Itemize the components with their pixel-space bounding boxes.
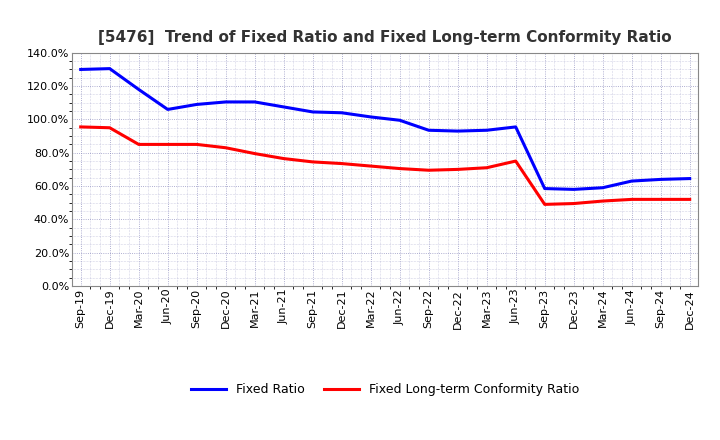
Line: Fixed Long-term Conformity Ratio: Fixed Long-term Conformity Ratio: [81, 127, 690, 204]
Fixed Long-term Conformity Ratio: [511, 158, 520, 164]
Line: Fixed Ratio: Fixed Ratio: [81, 69, 690, 189]
Fixed Ratio: [541, 186, 549, 191]
Fixed Long-term Conformity Ratio: [105, 125, 114, 130]
Fixed Ratio: [570, 187, 578, 192]
Fixed Long-term Conformity Ratio: [541, 202, 549, 207]
Fixed Ratio: [511, 124, 520, 129]
Fixed Long-term Conformity Ratio: [366, 163, 375, 169]
Fixed Ratio: [454, 128, 462, 134]
Fixed Ratio: [424, 128, 433, 133]
Fixed Ratio: [482, 128, 491, 133]
Fixed Ratio: [163, 107, 172, 112]
Fixed Ratio: [279, 104, 288, 110]
Fixed Long-term Conformity Ratio: [598, 198, 607, 204]
Fixed Long-term Conformity Ratio: [163, 142, 172, 147]
Fixed Ratio: [685, 176, 694, 181]
Fixed Long-term Conformity Ratio: [192, 142, 201, 147]
Fixed Long-term Conformity Ratio: [482, 165, 491, 170]
Fixed Long-term Conformity Ratio: [279, 156, 288, 161]
Fixed Ratio: [221, 99, 230, 105]
Fixed Ratio: [105, 66, 114, 71]
Fixed Long-term Conformity Ratio: [627, 197, 636, 202]
Fixed Ratio: [192, 102, 201, 107]
Fixed Ratio: [366, 114, 375, 120]
Fixed Long-term Conformity Ratio: [251, 151, 259, 156]
Fixed Long-term Conformity Ratio: [76, 124, 85, 129]
Fixed Ratio: [598, 185, 607, 191]
Fixed Ratio: [338, 110, 346, 115]
Fixed Long-term Conformity Ratio: [424, 168, 433, 173]
Fixed Ratio: [135, 87, 143, 92]
Title: [5476]  Trend of Fixed Ratio and Fixed Long-term Conformity Ratio: [5476] Trend of Fixed Ratio and Fixed Lo…: [99, 29, 672, 45]
Fixed Long-term Conformity Ratio: [135, 142, 143, 147]
Fixed Long-term Conformity Ratio: [454, 167, 462, 172]
Fixed Ratio: [251, 99, 259, 105]
Fixed Ratio: [76, 67, 85, 72]
Fixed Long-term Conformity Ratio: [308, 159, 317, 165]
Fixed Ratio: [308, 109, 317, 114]
Fixed Ratio: [657, 177, 665, 182]
Fixed Long-term Conformity Ratio: [685, 197, 694, 202]
Fixed Long-term Conformity Ratio: [657, 197, 665, 202]
Fixed Long-term Conformity Ratio: [570, 201, 578, 206]
Fixed Long-term Conformity Ratio: [338, 161, 346, 166]
Fixed Ratio: [627, 179, 636, 184]
Fixed Long-term Conformity Ratio: [221, 145, 230, 150]
Legend: Fixed Ratio, Fixed Long-term Conformity Ratio: Fixed Ratio, Fixed Long-term Conformity …: [186, 378, 584, 401]
Fixed Ratio: [395, 117, 404, 123]
Fixed Long-term Conformity Ratio: [395, 166, 404, 171]
